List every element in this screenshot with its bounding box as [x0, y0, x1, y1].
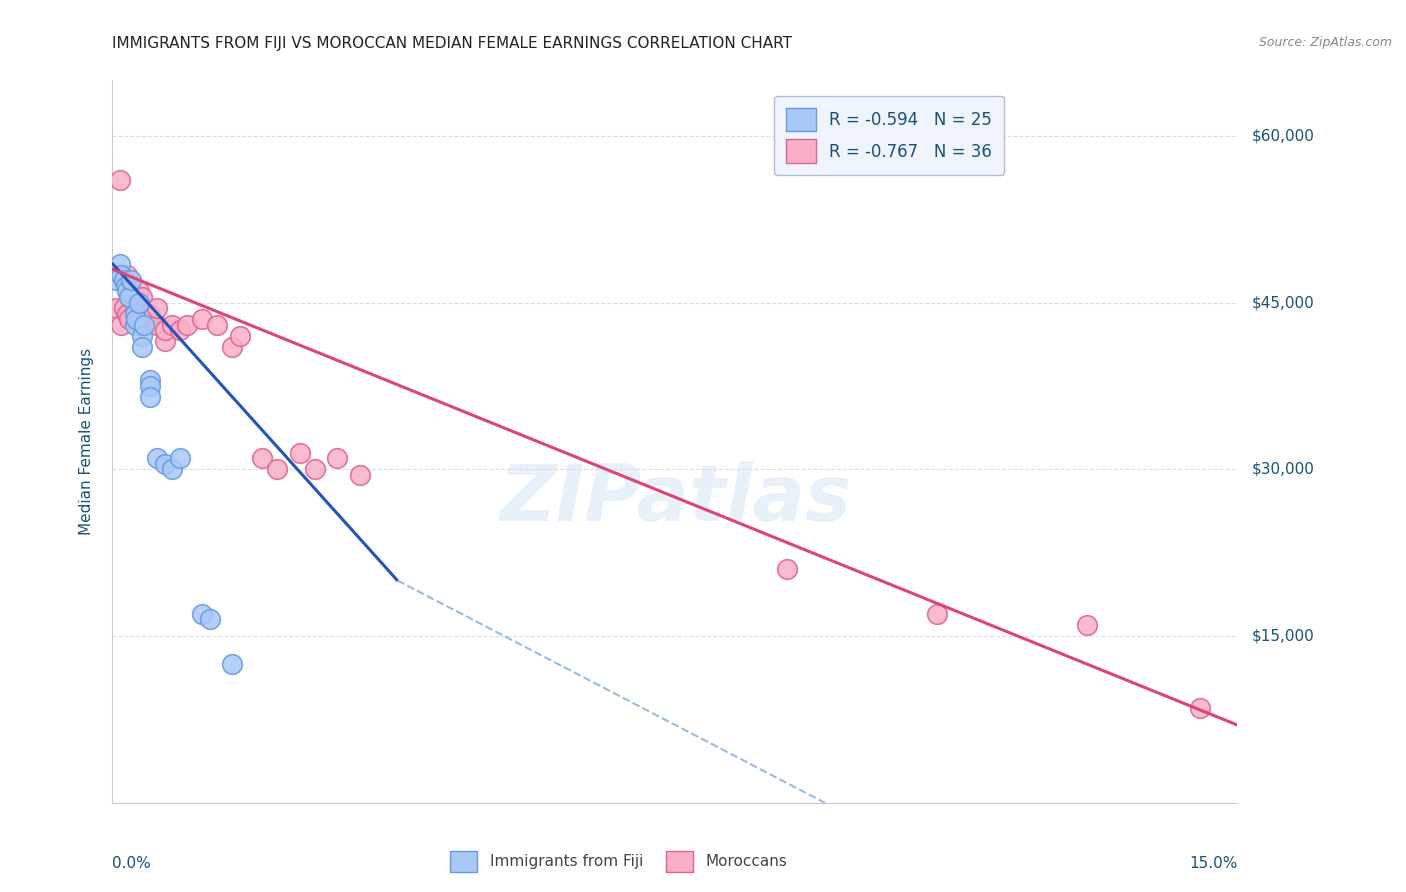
Point: [162, 462, 184, 476]
Point: [117, 285, 139, 299]
Point: [131, 290, 153, 304]
Point: [169, 323, 191, 337]
Point: [221, 340, 243, 354]
Point: [153, 334, 176, 349]
Text: ZIPatlas: ZIPatlas: [499, 461, 851, 537]
Point: [117, 307, 139, 321]
Point: [124, 301, 146, 315]
Point: [110, 268, 132, 282]
Point: [139, 373, 162, 387]
Point: [131, 318, 153, 332]
Point: [288, 445, 311, 459]
Text: $15,000: $15,000: [1251, 629, 1315, 643]
Text: $45,000: $45,000: [1251, 295, 1315, 310]
Point: [108, 257, 131, 271]
Y-axis label: Median Female Earnings: Median Female Earnings: [79, 348, 94, 535]
Point: [221, 657, 243, 671]
Point: [207, 318, 229, 332]
Point: [105, 273, 128, 287]
Point: [139, 312, 162, 326]
Point: [118, 290, 141, 304]
Point: [229, 329, 252, 343]
Point: [146, 451, 169, 466]
Point: [266, 462, 288, 476]
Point: [139, 390, 162, 404]
Point: [124, 307, 146, 321]
Text: Source: ZipAtlas.com: Source: ZipAtlas.com: [1258, 36, 1392, 49]
Point: [124, 318, 146, 332]
Point: [115, 279, 138, 293]
Point: [139, 307, 162, 321]
Point: [128, 285, 150, 299]
Point: [198, 612, 221, 626]
Point: [176, 318, 198, 332]
Point: [125, 312, 148, 326]
Point: [128, 295, 150, 310]
Point: [132, 307, 155, 321]
Point: [117, 268, 139, 282]
Point: [146, 318, 169, 332]
Point: [120, 273, 142, 287]
Point: [132, 318, 155, 332]
Point: [326, 451, 349, 466]
Point: [153, 323, 176, 337]
Point: [1076, 618, 1098, 632]
Point: [1188, 701, 1211, 715]
Text: $60,000: $60,000: [1251, 128, 1315, 144]
Point: [131, 340, 153, 354]
Point: [169, 451, 191, 466]
Point: [252, 451, 274, 466]
Point: [191, 312, 214, 326]
Point: [131, 329, 153, 343]
Text: 15.0%: 15.0%: [1189, 856, 1237, 871]
Point: [927, 607, 949, 621]
Text: 0.0%: 0.0%: [112, 856, 152, 871]
Point: [162, 318, 184, 332]
Point: [108, 173, 131, 187]
Point: [112, 301, 135, 315]
Point: [146, 301, 169, 315]
Point: [304, 462, 326, 476]
Point: [110, 318, 132, 332]
Point: [124, 290, 146, 304]
Legend: Immigrants from Fiji, Moroccans: Immigrants from Fiji, Moroccans: [444, 845, 793, 879]
Point: [191, 607, 214, 621]
Point: [139, 379, 162, 393]
Point: [118, 312, 141, 326]
Point: [105, 301, 128, 315]
Point: [776, 562, 799, 576]
Point: [112, 273, 135, 287]
Text: IMMIGRANTS FROM FIJI VS MOROCCAN MEDIAN FEMALE EARNINGS CORRELATION CHART: IMMIGRANTS FROM FIJI VS MOROCCAN MEDIAN …: [112, 36, 793, 51]
Point: [153, 457, 176, 471]
Point: [349, 467, 371, 482]
Text: $30,000: $30,000: [1251, 462, 1315, 477]
